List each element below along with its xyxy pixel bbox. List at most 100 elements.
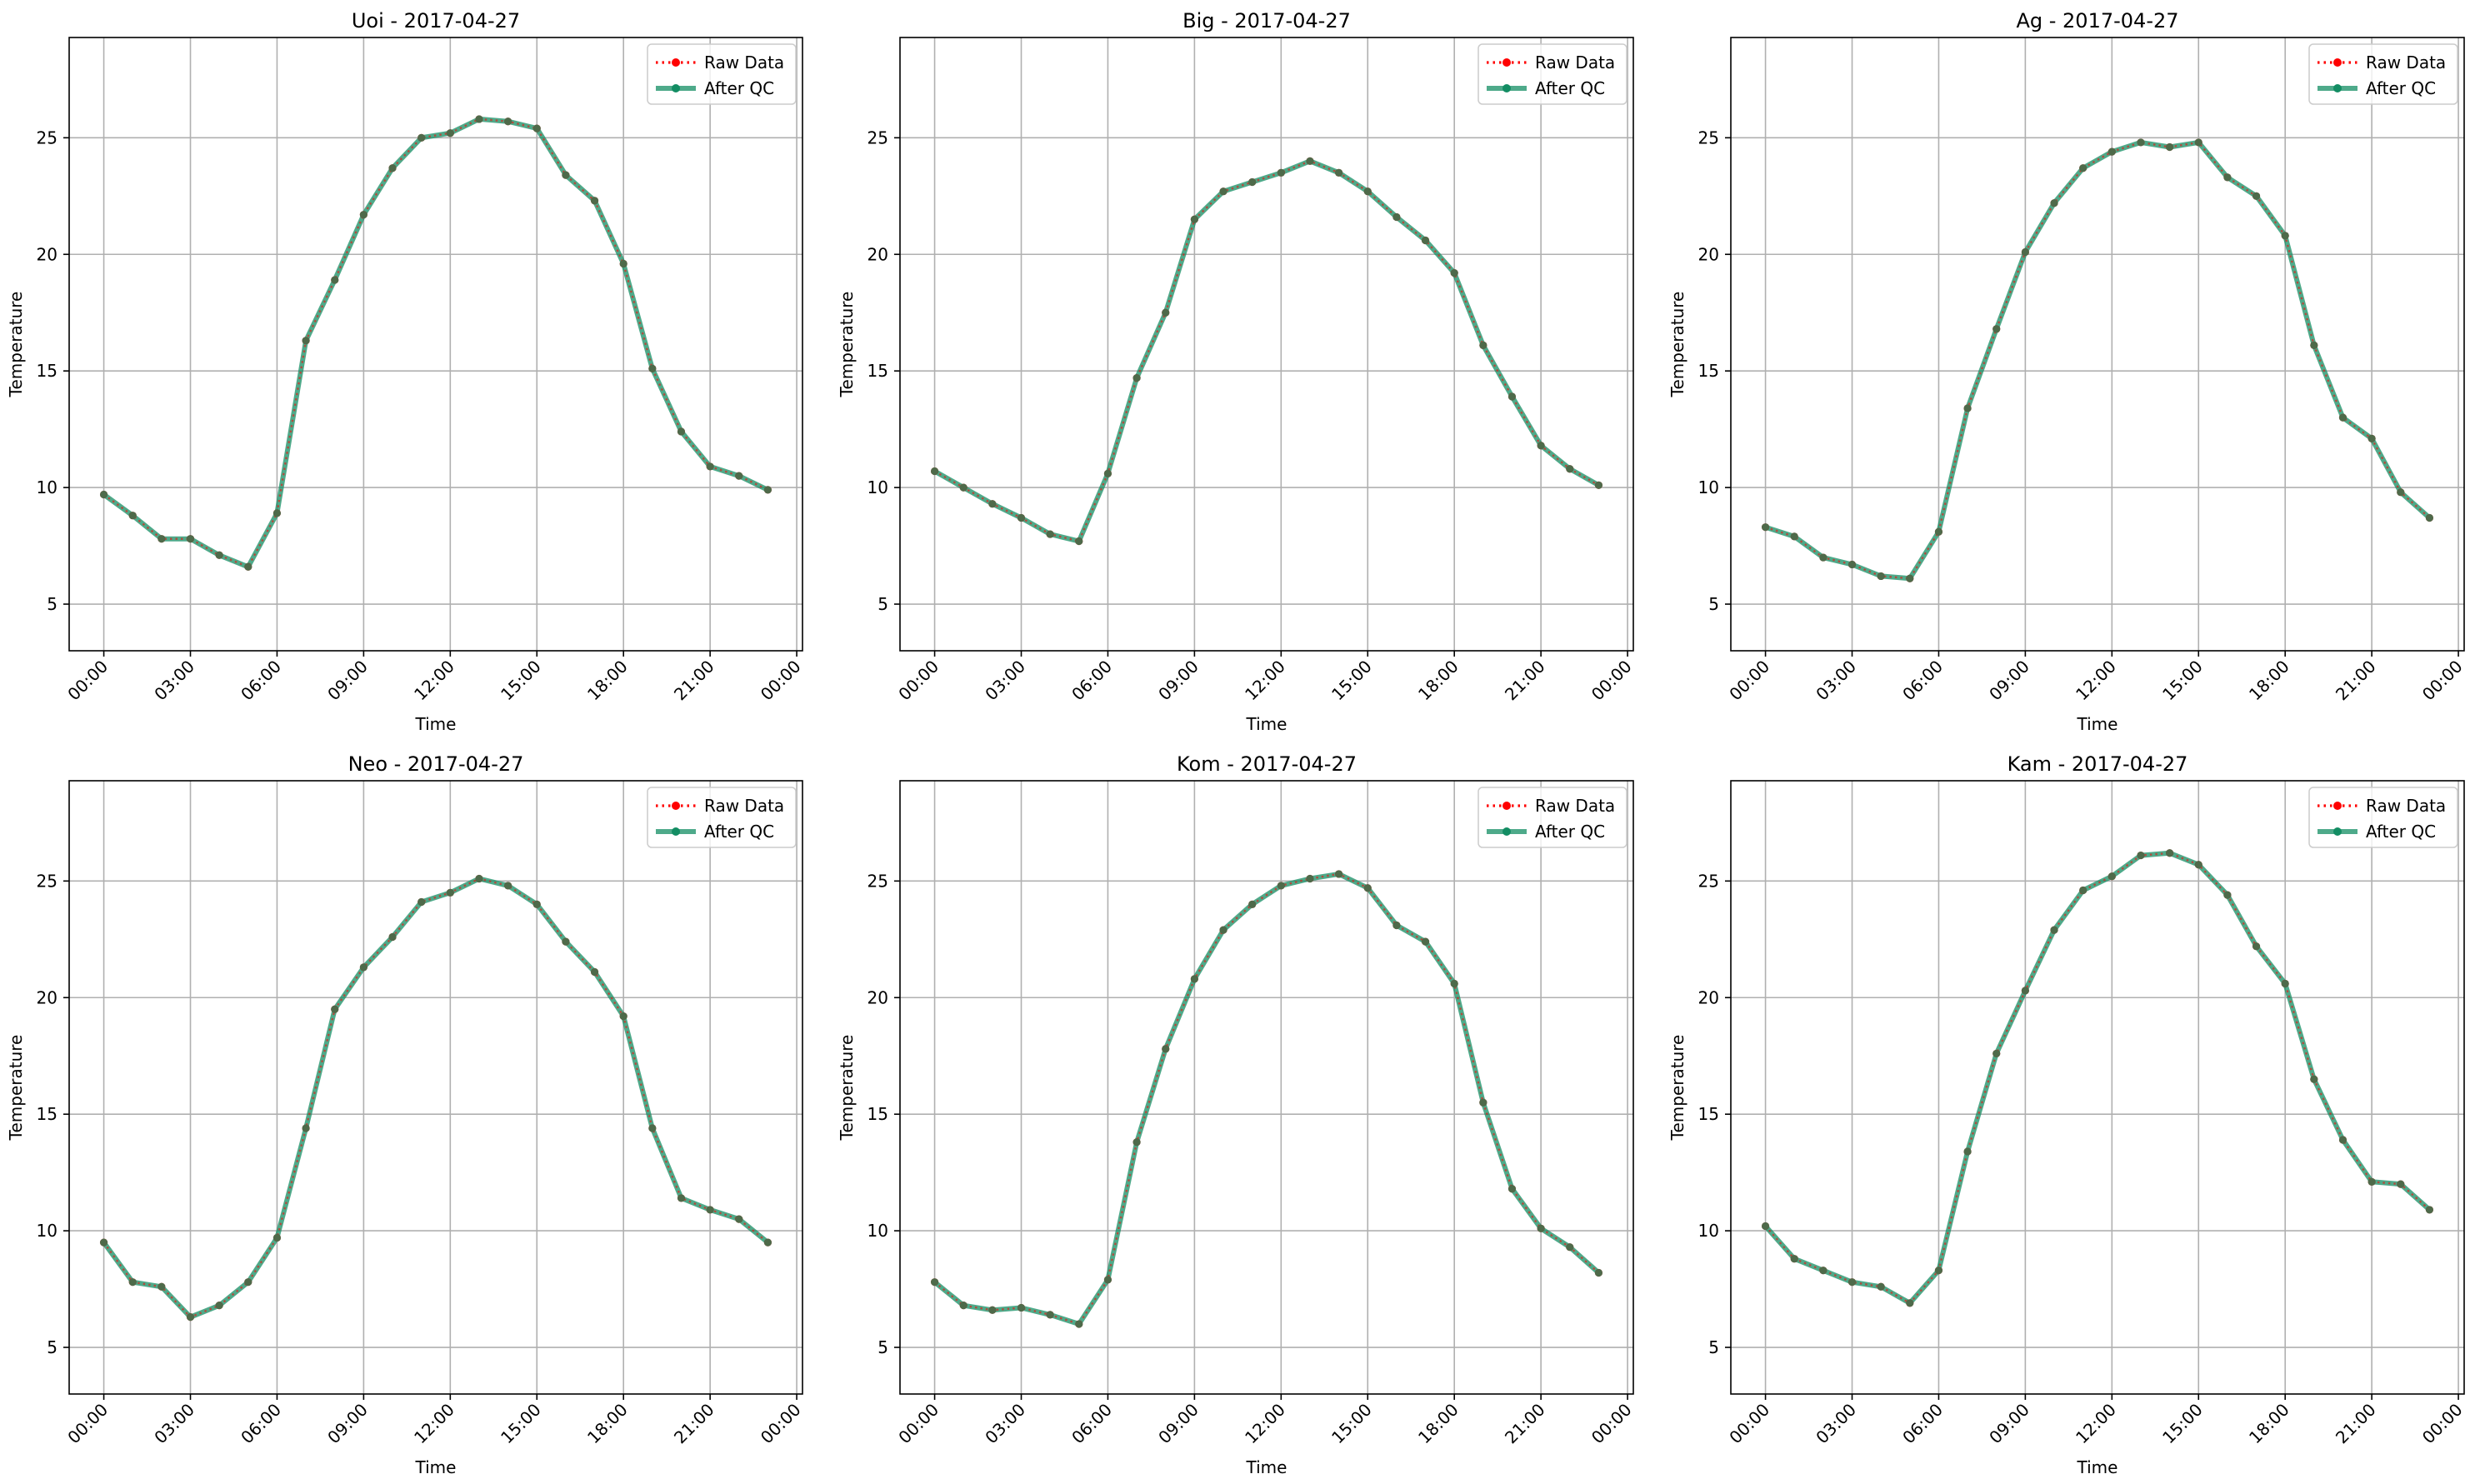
after-qc-point <box>1761 523 1770 532</box>
x-tick-label: 12:00 <box>1241 657 1289 705</box>
after-qc-point <box>1963 404 1972 412</box>
x-tick-label: 18:00 <box>583 657 632 705</box>
x-tick-label: 15:00 <box>2158 1400 2207 1448</box>
x-tick-label: 12:00 <box>2072 657 2120 705</box>
after-qc-point <box>99 1238 108 1247</box>
x-tick-label: 15:00 <box>1328 1400 1376 1448</box>
x-tick-label: 12:00 <box>410 657 458 705</box>
after-qc-point <box>1963 1147 1972 1156</box>
after-qc-point <box>2079 164 2088 172</box>
axes-frame <box>899 37 1634 652</box>
x-tick-label: 00:00 <box>1725 1400 1773 1448</box>
y-tick-label: 15 <box>868 361 888 381</box>
y-tick-label: 20 <box>868 244 888 264</box>
x-tick-label: 21:00 <box>2332 1400 2380 1448</box>
x-tick-label: 09:00 <box>1154 657 1202 705</box>
x-tick-label: 03:00 <box>150 657 198 705</box>
after-qc-point <box>2252 942 2261 951</box>
axes-frame <box>899 780 1634 1395</box>
x-tick-label: 00:00 <box>894 1400 942 1448</box>
after-qc-point <box>331 1005 339 1013</box>
after-qc-point <box>1219 187 1228 196</box>
after-qc-point <box>359 211 368 219</box>
x-tick-label: 00:00 <box>63 657 112 705</box>
x-tick-label: 09:00 <box>1985 1400 2033 1448</box>
after-qc-point <box>2425 513 2434 522</box>
after-qc-point <box>1363 187 1372 196</box>
legend-raw-marker <box>1502 58 1511 67</box>
y-tick-label: 15 <box>1698 1104 1719 1124</box>
x-tick-label: 03:00 <box>981 1400 1029 1448</box>
subplot-6: 5 10 15 20 25 00:00 03:00 06:00 09:00 12:00 15:00 1… <box>1668 752 2467 1477</box>
after-qc-point <box>331 276 339 284</box>
y-tick-label: 20 <box>1698 244 1719 264</box>
after-qc-point <box>562 171 570 179</box>
after-qc-point <box>99 490 108 499</box>
after-qc-point <box>735 1215 743 1223</box>
after-qc-point <box>988 500 997 508</box>
x-tick-label: 18:00 <box>2245 1400 2293 1448</box>
x-tick-label: 06:00 <box>1068 1400 1116 1448</box>
after-qc-point <box>475 874 483 883</box>
x-tick-label: 21:00 <box>1501 657 1549 705</box>
after-qc-point <box>706 1206 714 1214</box>
y-tick-label: 10 <box>37 477 58 497</box>
x-tick-label: 12:00 <box>2072 1400 2120 1448</box>
after-qc-point <box>706 462 714 471</box>
y-tick-label: 25 <box>37 127 58 147</box>
after-qc-point <box>1906 1299 1914 1307</box>
x-tick-label: 06:00 <box>237 657 285 705</box>
after-qc-point <box>1363 884 1372 892</box>
after-qc-point <box>1992 325 2001 333</box>
series-raw-data <box>102 117 768 568</box>
after-qc-point <box>1594 1268 1603 1277</box>
after-qc-point <box>215 551 223 559</box>
after-qc-point <box>959 1302 968 1310</box>
after-qc-point <box>2252 192 2261 200</box>
x-tick-label: 06:00 <box>237 1400 285 1448</box>
x-axis-label: Time <box>2077 714 2118 734</box>
x-tick-label: 09:00 <box>1985 657 2033 705</box>
after-qc-point <box>388 932 397 942</box>
after-qc-point <box>1790 1255 1798 1263</box>
axes-frame <box>68 780 803 1395</box>
after-qc-point <box>504 882 512 890</box>
y-tick-label: 10 <box>1698 1221 1719 1241</box>
after-qc-point <box>2338 413 2348 422</box>
y-tick-label: 10 <box>1698 477 1719 497</box>
after-qc-point <box>1392 212 1401 222</box>
after-qc-point <box>1132 1138 1141 1147</box>
after-qc-point <box>2050 926 2058 934</box>
axes-frame <box>68 37 803 652</box>
y-tick-label: 20 <box>868 987 888 1007</box>
series-after-qc <box>102 116 769 570</box>
after-qc-point <box>2079 886 2088 895</box>
axes-frame <box>1730 780 2465 1395</box>
legend-raw-label: Raw Data <box>704 52 784 72</box>
x-tick-label: 15:00 <box>497 1400 545 1448</box>
after-qc-point <box>1162 1045 1170 1053</box>
after-qc-point <box>186 1313 195 1322</box>
x-tick-label: 00:00 <box>2418 1400 2467 1448</box>
legend: Raw Data After QC <box>1478 787 1628 848</box>
after-qc-point <box>418 897 426 907</box>
y-tick-label: 10 <box>868 1221 888 1241</box>
after-qc-point <box>1934 1267 1943 1275</box>
legend-raw-label: Raw Data <box>2366 52 2446 72</box>
x-tick-label: 00:00 <box>63 1400 112 1448</box>
data-points <box>99 874 772 1322</box>
after-qc-point <box>1046 1311 1054 1319</box>
after-qc-point <box>1537 1224 1545 1232</box>
y-tick-label: 10 <box>37 1221 58 1241</box>
y-tick-label: 20 <box>37 987 58 1007</box>
after-qc-point <box>2194 861 2202 869</box>
after-qc-point <box>272 509 282 517</box>
subplot-3: 5 10 15 20 25 00:00 03:00 06:00 09:00 12:00 15:00 1… <box>1668 9 2467 734</box>
after-qc-point <box>2425 1206 2434 1214</box>
after-qc-point <box>2281 979 2289 988</box>
after-qc-point <box>1248 177 1257 187</box>
after-qc-point <box>1508 1185 1517 1193</box>
after-qc-point <box>1103 1276 1112 1284</box>
x-axis-label: Time <box>2077 1457 2118 1477</box>
after-qc-point <box>2137 138 2145 147</box>
